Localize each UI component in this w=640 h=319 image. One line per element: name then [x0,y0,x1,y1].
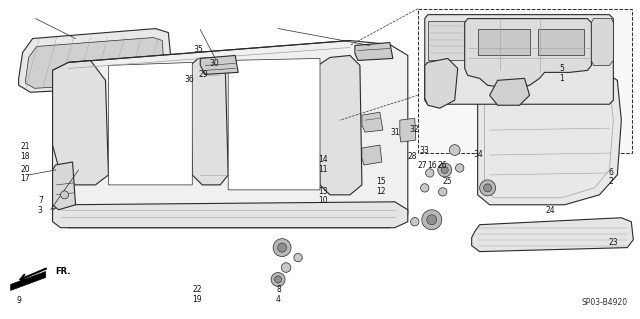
Text: SP03-B4920: SP03-B4920 [581,298,627,307]
Circle shape [271,272,285,286]
Polygon shape [477,29,529,56]
Text: 17: 17 [20,174,30,183]
Polygon shape [19,29,170,92]
Polygon shape [362,112,383,132]
Circle shape [294,253,302,262]
Polygon shape [52,41,408,228]
Text: 20: 20 [20,165,30,174]
Polygon shape [490,78,529,105]
Polygon shape [477,63,621,205]
Text: 15: 15 [376,177,385,186]
Circle shape [479,180,495,196]
Circle shape [426,169,434,177]
Circle shape [275,276,282,283]
Circle shape [420,184,429,192]
Polygon shape [228,58,320,190]
Circle shape [278,243,287,252]
Text: 36: 36 [185,75,195,84]
Text: 6: 6 [608,168,613,177]
Text: 9: 9 [16,296,21,305]
Text: 8: 8 [276,285,281,294]
Text: 12: 12 [376,187,385,196]
Text: 10: 10 [318,196,328,205]
Text: 25: 25 [443,177,452,186]
Polygon shape [465,19,591,88]
Text: 13: 13 [318,187,328,196]
Polygon shape [355,42,393,60]
Polygon shape [190,57,228,185]
Text: 11: 11 [319,165,328,174]
Polygon shape [425,58,458,108]
Text: 33: 33 [419,146,429,155]
Text: 16: 16 [427,161,436,170]
Text: 3: 3 [38,206,43,215]
Text: 27: 27 [417,161,427,170]
Bar [418,9,632,153]
Circle shape [441,167,448,174]
Text: 26: 26 [438,161,447,170]
Circle shape [273,239,291,256]
Text: FR.: FR. [56,267,71,276]
Text: 34: 34 [474,150,483,159]
Text: 31: 31 [390,128,400,137]
Text: 30: 30 [210,59,220,68]
Text: 21: 21 [20,142,29,151]
Polygon shape [472,218,634,252]
Polygon shape [428,21,465,60]
Text: 35: 35 [194,45,204,55]
Text: 32: 32 [410,125,419,134]
Text: 2: 2 [608,177,613,186]
Polygon shape [11,271,45,290]
Text: 1: 1 [559,74,564,83]
Polygon shape [52,162,76,210]
Polygon shape [52,202,408,228]
Polygon shape [538,29,584,56]
Polygon shape [591,19,613,65]
Circle shape [438,163,452,177]
Text: 24: 24 [545,206,555,215]
Text: 19: 19 [193,295,202,304]
Circle shape [61,191,68,199]
Polygon shape [52,60,108,185]
Circle shape [282,263,291,272]
Text: 5: 5 [559,64,564,73]
Text: 4: 4 [276,295,281,304]
Text: 18: 18 [20,152,29,161]
Circle shape [484,184,492,192]
Text: 29: 29 [199,70,209,79]
Polygon shape [200,56,238,74]
Circle shape [449,145,460,155]
Polygon shape [26,38,163,88]
Polygon shape [400,118,416,142]
Circle shape [411,218,419,226]
Circle shape [422,210,442,230]
Polygon shape [108,63,192,185]
Circle shape [456,164,464,172]
Text: 22: 22 [193,285,202,294]
Text: 28: 28 [408,152,417,161]
Polygon shape [425,15,613,104]
Polygon shape [318,56,362,195]
Circle shape [438,188,447,196]
Polygon shape [362,145,382,165]
Text: 14: 14 [318,155,328,164]
Circle shape [427,215,436,225]
Text: 23: 23 [609,238,619,247]
Text: 7: 7 [38,196,43,205]
